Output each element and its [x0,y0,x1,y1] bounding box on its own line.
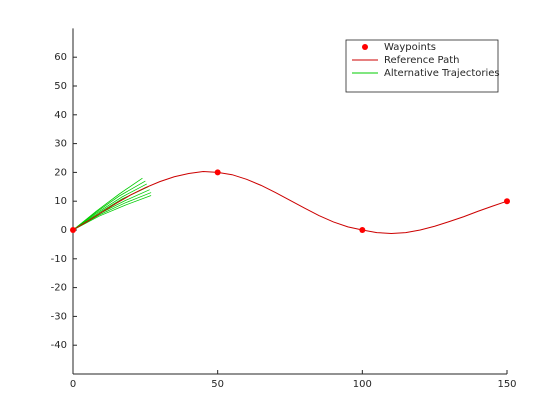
legend-marker [362,44,368,50]
x-tick-label: 50 [211,379,224,390]
waypoint [214,169,221,176]
x-tick-label: 0 [70,379,76,390]
x-tick-label: 150 [497,379,516,390]
y-tick-label: 30 [54,139,67,150]
reference-path [72,171,508,234]
waypoint [70,227,76,233]
trajectory-line [72,192,152,231]
y-tick-label: -10 [51,254,67,265]
waypoint [359,227,366,233]
trajectory-line [72,180,146,231]
y-tick-label: -30 [51,311,67,322]
y-tick-label: 40 [54,110,67,121]
legend-box [345,39,499,93]
y-tick-label: 50 [54,81,67,92]
y-tick-label: 10 [54,196,67,207]
x-tick-label: 100 [353,379,372,390]
legend-label: Waypoints [384,42,436,53]
legend-label: Alternative Trajectories [384,68,500,79]
y-tick-label: -40 [51,340,67,351]
trajectory-line [72,183,147,231]
waypoint [504,198,510,205]
y-tick-label: 60 [54,52,67,63]
legend-label: Reference Path [384,55,460,66]
y-tick-label: 20 [54,167,67,178]
trajectory-line [72,195,152,231]
y-tick-label: 0 [61,225,67,236]
y-tick-label: -20 [51,283,67,294]
